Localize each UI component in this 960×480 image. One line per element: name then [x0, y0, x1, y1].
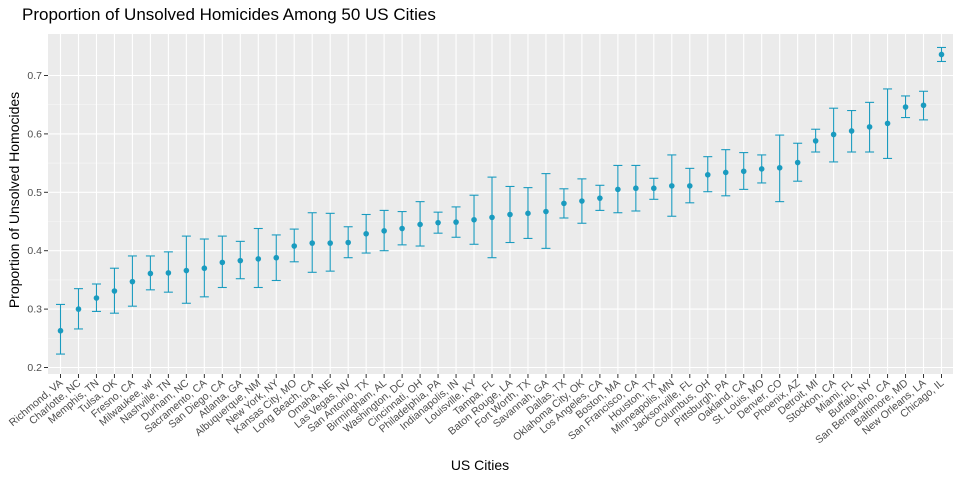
data-point — [345, 239, 351, 246]
data-point — [633, 185, 639, 192]
data-point — [489, 214, 495, 221]
data-point — [219, 259, 226, 266]
y-tick-label: 0.3 — [27, 304, 42, 316]
data-point — [722, 169, 729, 176]
data-point — [830, 131, 837, 138]
data-point — [669, 183, 675, 189]
data-point — [938, 51, 945, 58]
data-point — [309, 240, 316, 246]
y-tick-label: 0.6 — [27, 128, 42, 140]
data-point — [237, 257, 244, 264]
data-points — [57, 51, 945, 334]
data-point — [399, 225, 405, 232]
y-tick-label: 0.5 — [27, 187, 42, 199]
data-point — [435, 219, 441, 226]
data-point — [812, 138, 819, 144]
data-point — [543, 208, 549, 215]
y-tick-label: 0.7 — [27, 70, 42, 82]
data-point — [381, 228, 387, 234]
data-point — [273, 254, 280, 261]
y-axis-ticks: 0.2 0.3 0.4 0.5 0.6 0.7 — [27, 70, 48, 374]
data-point — [363, 230, 369, 237]
data-point — [93, 295, 100, 301]
data-point — [884, 120, 891, 127]
data-point — [75, 306, 82, 312]
data-point — [57, 327, 64, 334]
data-point — [758, 166, 765, 172]
data-point — [165, 270, 172, 276]
y-tick-label: 0.4 — [27, 245, 42, 257]
data-point — [507, 211, 513, 218]
data-point — [704, 171, 711, 178]
data-point — [579, 198, 585, 204]
x-axis-label: US Cities — [450, 457, 510, 473]
data-point — [183, 267, 190, 274]
data-point — [471, 216, 477, 223]
data-point — [327, 240, 333, 246]
data-point — [129, 278, 136, 285]
data-point — [740, 168, 747, 175]
data-point — [147, 270, 154, 277]
data-point — [291, 243, 298, 249]
data-point — [920, 102, 927, 109]
data-point — [848, 128, 855, 134]
data-point — [525, 210, 531, 217]
data-point — [794, 159, 801, 166]
data-point — [417, 221, 423, 228]
data-point — [453, 219, 459, 225]
grid-minor — [48, 104, 953, 339]
chart-title: Proportion of Unsolved Homicides Among 5… — [22, 5, 436, 24]
data-point — [201, 265, 208, 272]
data-point — [615, 186, 621, 193]
data-point — [111, 288, 118, 294]
data-point — [561, 200, 567, 207]
plot-panel — [48, 34, 953, 374]
data-point — [866, 124, 873, 130]
y-tick-label: 0.2 — [27, 362, 42, 374]
data-point — [686, 183, 693, 189]
data-point — [255, 256, 262, 262]
data-point — [651, 185, 657, 192]
data-point — [597, 195, 603, 201]
data-point — [902, 104, 909, 110]
data-point — [776, 164, 783, 171]
